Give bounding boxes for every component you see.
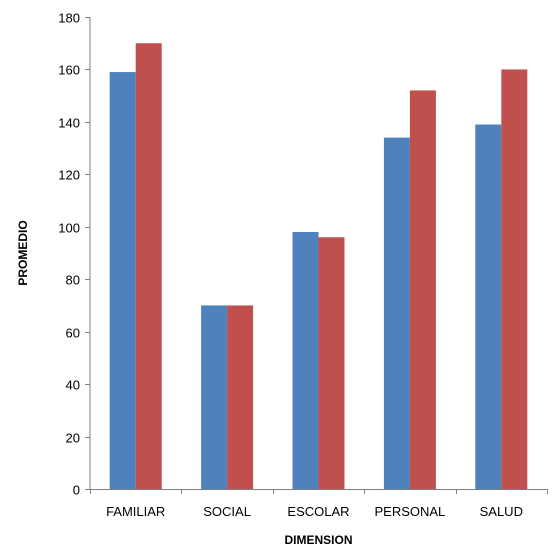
y-tick-label: 0 — [73, 483, 80, 498]
x-axis-title: DIMENSION — [284, 533, 352, 547]
bar-series2-familiar — [135, 43, 162, 489]
x-tick-label: ESCOLAR — [287, 504, 349, 519]
bar-series2-salud — [501, 69, 528, 489]
y-axis: 0 20 40 60 80 100 120 140 160 180 — [58, 11, 91, 498]
y-axis-title: PROMEDIO — [16, 220, 30, 285]
y-tick-label: 180 — [58, 11, 80, 26]
bar-series1-escolar — [292, 232, 319, 489]
bar-series1-salud — [475, 124, 502, 489]
bar-series1-social — [201, 305, 228, 489]
bar-series2-escolar — [318, 237, 345, 489]
bar-series1-personal — [383, 137, 410, 489]
bar-series2-personal — [409, 90, 436, 489]
y-tick-label: 140 — [58, 116, 80, 131]
y-tick-label: 100 — [58, 221, 80, 236]
y-tick-label: 60 — [66, 326, 80, 341]
x-tick-label: SOCIAL — [203, 504, 251, 519]
bars — [109, 43, 528, 490]
bar-series1-familiar — [109, 72, 136, 490]
y-tick-label: 20 — [66, 431, 80, 446]
x-tick-label: FAMILIAR — [106, 504, 165, 519]
y-tick-label: 40 — [66, 378, 80, 393]
x-tick-label: SALUD — [480, 504, 523, 519]
y-tick-label: 120 — [58, 168, 80, 183]
x-axis: FAMILIAR SOCIAL ESCOLAR PERSONAL SALUD — [90, 489, 548, 519]
x-tick-label: PERSONAL — [374, 504, 445, 519]
y-tick-label: 80 — [66, 273, 80, 288]
y-tick-label: 160 — [58, 63, 80, 78]
bar-series2-social — [227, 305, 254, 489]
